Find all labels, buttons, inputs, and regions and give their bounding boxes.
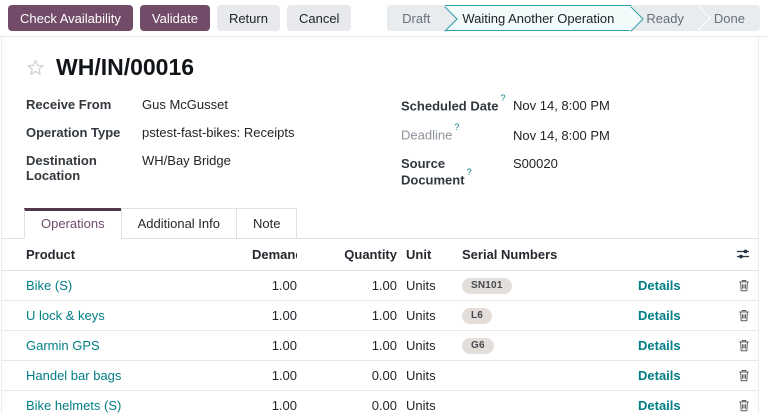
table-row[interactable]: Bike (S) 1.00 1.00 Units SN101 Details xyxy=(2,271,758,301)
operation-type-value[interactable]: pstest-fast-bikes: Receipts xyxy=(142,125,295,140)
tab-note[interactable]: Note xyxy=(236,207,298,239)
help-icon[interactable]: ? xyxy=(454,122,460,133)
help-icon[interactable]: ? xyxy=(466,166,472,177)
column-header-quantity[interactable]: Quantity xyxy=(344,246,397,262)
tab-operations[interactable]: Operations xyxy=(24,207,122,239)
field-deadline: Deadline? Nov 14, 8:00 PM xyxy=(401,122,758,143)
status-step-ready[interactable]: Ready xyxy=(631,5,699,31)
trash-icon[interactable] xyxy=(738,309,750,322)
unit-value: Units xyxy=(406,277,436,293)
serial-number-badge[interactable]: SN101 xyxy=(462,278,512,295)
field-scheduled-date: Scheduled Date? Nov 14, 8:00 PM xyxy=(401,93,758,114)
optional-columns-icon[interactable] xyxy=(736,248,750,260)
demand-value[interactable]: 1.00 xyxy=(271,307,297,323)
table-row[interactable]: Garmin GPS 1.00 1.00 Units G6 Details xyxy=(2,331,758,361)
top-control-bar: Check Availability Validate Return Cance… xyxy=(0,0,768,37)
details-link[interactable]: Details xyxy=(638,277,681,293)
column-header-serial-numbers[interactable]: Serial Numbers xyxy=(462,246,558,262)
quantity-value[interactable]: 1.00 xyxy=(371,337,397,353)
unit-value: Units xyxy=(406,367,436,383)
deadline-value[interactable]: Nov 14, 8:00 PM xyxy=(513,127,610,143)
table-row[interactable]: Handel bar bags 1.00 0.00 Units Details xyxy=(2,361,758,391)
field-label: Source Document? xyxy=(401,155,472,187)
serial-number-badge[interactable]: G6 xyxy=(462,338,494,355)
column-header-unit[interactable]: Unit xyxy=(406,246,432,262)
demand-value[interactable]: 1.00 xyxy=(271,277,297,293)
trash-icon[interactable] xyxy=(738,399,750,412)
trash-icon[interactable] xyxy=(738,339,750,352)
status-pipeline: Draft Waiting Another Operation Ready Do… xyxy=(387,5,760,31)
field-label: Operation Type xyxy=(26,125,121,140)
favorite-star-icon[interactable] xyxy=(26,58,45,77)
quantity-value[interactable]: 1.00 xyxy=(371,277,397,293)
product-link[interactable]: Garmin GPS xyxy=(26,337,100,353)
page-title: WH/IN/00016 xyxy=(56,54,195,80)
record-sheet: WH/IN/00016 Receive From Gus McGusset Op… xyxy=(1,37,759,414)
tab-additional-info[interactable]: Additional Info xyxy=(120,207,237,239)
status-step-waiting-another-operation[interactable]: Waiting Another Operation xyxy=(445,5,632,31)
serial-number-badge[interactable]: L6 xyxy=(462,308,493,325)
demand-value[interactable]: 1.00 xyxy=(271,397,297,413)
field-label: Deadline? xyxy=(401,122,460,143)
field-source-document: Source Document? S00020 xyxy=(401,156,758,187)
action-buttons: Check Availability Validate Return Cance… xyxy=(8,5,352,31)
unit-value: Units xyxy=(406,307,436,323)
status-step-draft[interactable]: Draft xyxy=(402,10,431,26)
field-label: Destination Location xyxy=(26,153,97,183)
field-label: Scheduled Date? xyxy=(401,93,506,114)
operations-table-header: Product Demand Quantity Unit Serial Numb… xyxy=(2,239,758,271)
source-document-value[interactable]: S00020 xyxy=(513,155,558,171)
destination-location-value[interactable]: WH/Bay Bridge xyxy=(142,153,231,168)
quantity-value[interactable]: 0.00 xyxy=(371,397,397,413)
details-link[interactable]: Details xyxy=(638,397,681,413)
receive-from-value[interactable]: Gus McGusset xyxy=(142,97,228,112)
table-row[interactable]: U lock & keys 1.00 1.00 Units L6 Details xyxy=(2,301,758,331)
product-link[interactable]: Bike helmets (S) xyxy=(26,397,122,413)
quantity-value[interactable]: 0.00 xyxy=(371,367,397,383)
status-step-done[interactable]: Done xyxy=(713,10,745,26)
quantity-value[interactable]: 1.00 xyxy=(371,307,397,323)
field-destination-location: Destination Location WH/Bay Bridge xyxy=(26,153,401,183)
field-groups: Receive From Gus McGusset Operation Type… xyxy=(2,93,758,200)
scheduled-date-value[interactable]: Nov 14, 8:00 PM xyxy=(513,98,610,114)
product-link[interactable]: U lock & keys xyxy=(26,307,105,323)
product-link[interactable]: Handel bar bags xyxy=(26,367,122,383)
check-availability-button[interactable]: Check Availability xyxy=(8,5,133,31)
field-receive-from: Receive From Gus McGusset xyxy=(26,97,401,112)
column-header-product[interactable]: Product xyxy=(26,246,76,262)
validate-button[interactable]: Validate xyxy=(139,5,210,31)
cancel-button[interactable]: Cancel xyxy=(286,5,352,31)
field-label: Receive From xyxy=(26,97,112,112)
column-header-demand[interactable]: Demand xyxy=(252,246,297,262)
demand-value[interactable]: 1.00 xyxy=(271,337,297,353)
trash-icon[interactable] xyxy=(738,369,750,382)
field-operation-type: Operation Type pstest-fast-bikes: Receip… xyxy=(26,125,401,140)
trash-icon[interactable] xyxy=(738,279,750,292)
product-link[interactable]: Bike (S) xyxy=(26,277,73,293)
details-link[interactable]: Details xyxy=(638,337,681,353)
details-link[interactable]: Details xyxy=(638,307,681,323)
unit-value: Units xyxy=(406,397,436,413)
details-link[interactable]: Details xyxy=(638,367,681,383)
help-icon[interactable]: ? xyxy=(500,93,506,103)
demand-value[interactable]: 1.00 xyxy=(271,367,297,383)
table-row[interactable]: Bike helmets (S) 1.00 0.00 Units Details xyxy=(2,391,758,414)
notebook-tabs: Operations Additional Info Note xyxy=(2,207,758,239)
return-button[interactable]: Return xyxy=(216,5,280,31)
unit-value: Units xyxy=(406,337,436,353)
